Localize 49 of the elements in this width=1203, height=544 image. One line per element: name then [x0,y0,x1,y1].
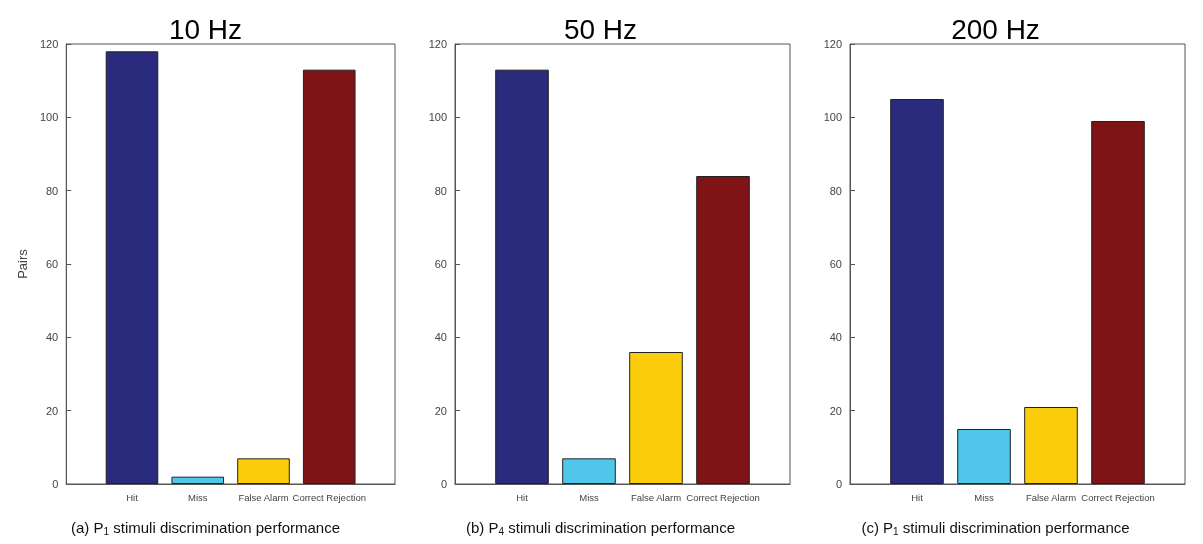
y-tick-label: 20 [434,404,447,417]
x-tick-label: False Alarm [1025,491,1077,503]
x-tick-label: Correct Rejection [292,491,366,503]
chart-title: 50 Hz [563,13,638,45]
bar [629,352,683,484]
bar [696,176,750,484]
y-tick-label: 60 [46,258,59,270]
y-axis-title: Pairs [15,248,30,279]
bar [105,51,159,484]
y-tick-label: 40 [829,331,842,344]
x-tick-label: False Alarm [630,491,682,503]
y-tick-label: 120 [428,38,447,50]
x-tick-label: Hit [126,491,139,503]
bar [237,458,290,484]
bar [562,458,616,484]
y-tick-label: 80 [46,184,59,197]
x-tick-label: Miss [974,491,995,503]
y-tick-label: 100 [39,111,59,124]
bar [495,69,549,484]
y-tick-label: 20 [829,404,842,417]
x-tick-label: Miss [579,491,600,503]
bar [302,69,356,484]
x-tick-label: Hit [516,491,529,503]
bar [1091,121,1145,484]
x-tick-label: False Alarm [238,491,289,503]
y-tick-label: 0 [52,478,59,490]
x-tick-label: Correct Rejection [686,491,760,503]
y-tick-label: 100 [428,111,447,124]
chart-title: 10 Hz [168,13,243,45]
y-tick-label: 120 [823,38,842,50]
y-tick-label: 40 [46,331,59,344]
y-tick-label: 80 [829,184,842,197]
bar [171,476,225,484]
y-tick-label: 40 [434,331,447,344]
y-tick-label: 120 [39,38,59,50]
bar [1024,407,1078,484]
bar [957,429,1011,484]
bar [890,99,944,484]
y-tick-label: 80 [434,184,447,197]
y-tick-label: 100 [823,111,842,124]
y-tick-label: 20 [46,404,59,417]
y-tick-label: 60 [434,258,447,270]
y-tick-label: 60 [829,258,842,270]
y-tick-label: 0 [835,478,842,490]
chart-title: 200 Hz [951,13,1040,45]
y-tick-label: 0 [440,478,447,490]
x-tick-label: Miss [187,491,208,503]
x-tick-label: Hit [911,491,924,503]
x-tick-label: Correct Rejection [1081,491,1155,503]
